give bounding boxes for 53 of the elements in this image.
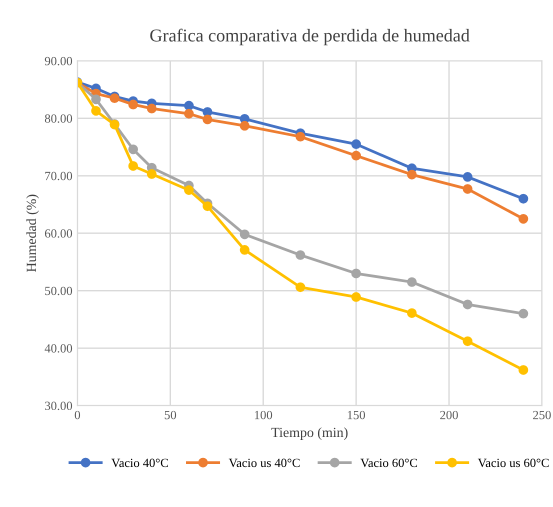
x-tick-label: 250 <box>533 410 551 420</box>
point <box>351 292 361 302</box>
point <box>296 250 306 260</box>
chart-title: Grafica comparativa de perdida de humedad <box>150 28 470 46</box>
point <box>407 277 417 287</box>
y-tick-label: 60.00 <box>44 229 72 238</box>
point <box>146 104 157 114</box>
point <box>128 100 138 110</box>
point <box>351 139 361 150</box>
x-tick-label: 100 <box>254 410 272 420</box>
point <box>184 100 194 111</box>
y-tick-label: 90.00 <box>44 56 72 66</box>
point <box>240 230 250 240</box>
legend-label: Vacio 60°C <box>360 458 418 468</box>
point <box>128 144 138 154</box>
point <box>351 268 361 278</box>
point <box>146 169 157 179</box>
x-tick-label: 150 <box>348 410 366 420</box>
point <box>518 194 528 204</box>
point <box>351 150 361 161</box>
point <box>202 201 212 212</box>
point <box>462 172 472 182</box>
x-axis-title: Tiempo (min) <box>271 427 348 440</box>
point <box>128 161 138 171</box>
point <box>296 132 306 142</box>
legend-label: Vacio us 60°C <box>478 458 549 468</box>
point <box>518 214 528 224</box>
point <box>296 282 306 292</box>
y-tick-label: 30.00 <box>45 402 72 410</box>
point <box>518 365 528 375</box>
x-tick-label: 200 <box>440 410 458 420</box>
y-tick-label: 80.00 <box>44 114 72 123</box>
point <box>462 300 472 310</box>
y-tick-label: 40.00 <box>44 344 72 353</box>
point <box>407 170 417 180</box>
y-tick-label: 50.00 <box>45 286 72 296</box>
point <box>518 308 528 319</box>
point <box>462 184 472 194</box>
point <box>91 106 101 116</box>
point <box>91 94 101 104</box>
point <box>462 336 472 346</box>
point <box>184 185 194 195</box>
point <box>407 308 417 318</box>
y-tick-label: 70.00 <box>45 172 72 180</box>
point <box>240 245 250 255</box>
point <box>184 108 194 119</box>
point <box>240 120 250 131</box>
x-tick-label: 50 <box>164 410 176 420</box>
y-axis-title: Humedad (%) <box>26 194 39 272</box>
legend-label: Vacio us 40°C <box>228 458 300 468</box>
point <box>202 114 212 124</box>
legend-label: Vacio 40°C <box>111 458 168 468</box>
x-tick-label: 0 <box>74 410 80 420</box>
